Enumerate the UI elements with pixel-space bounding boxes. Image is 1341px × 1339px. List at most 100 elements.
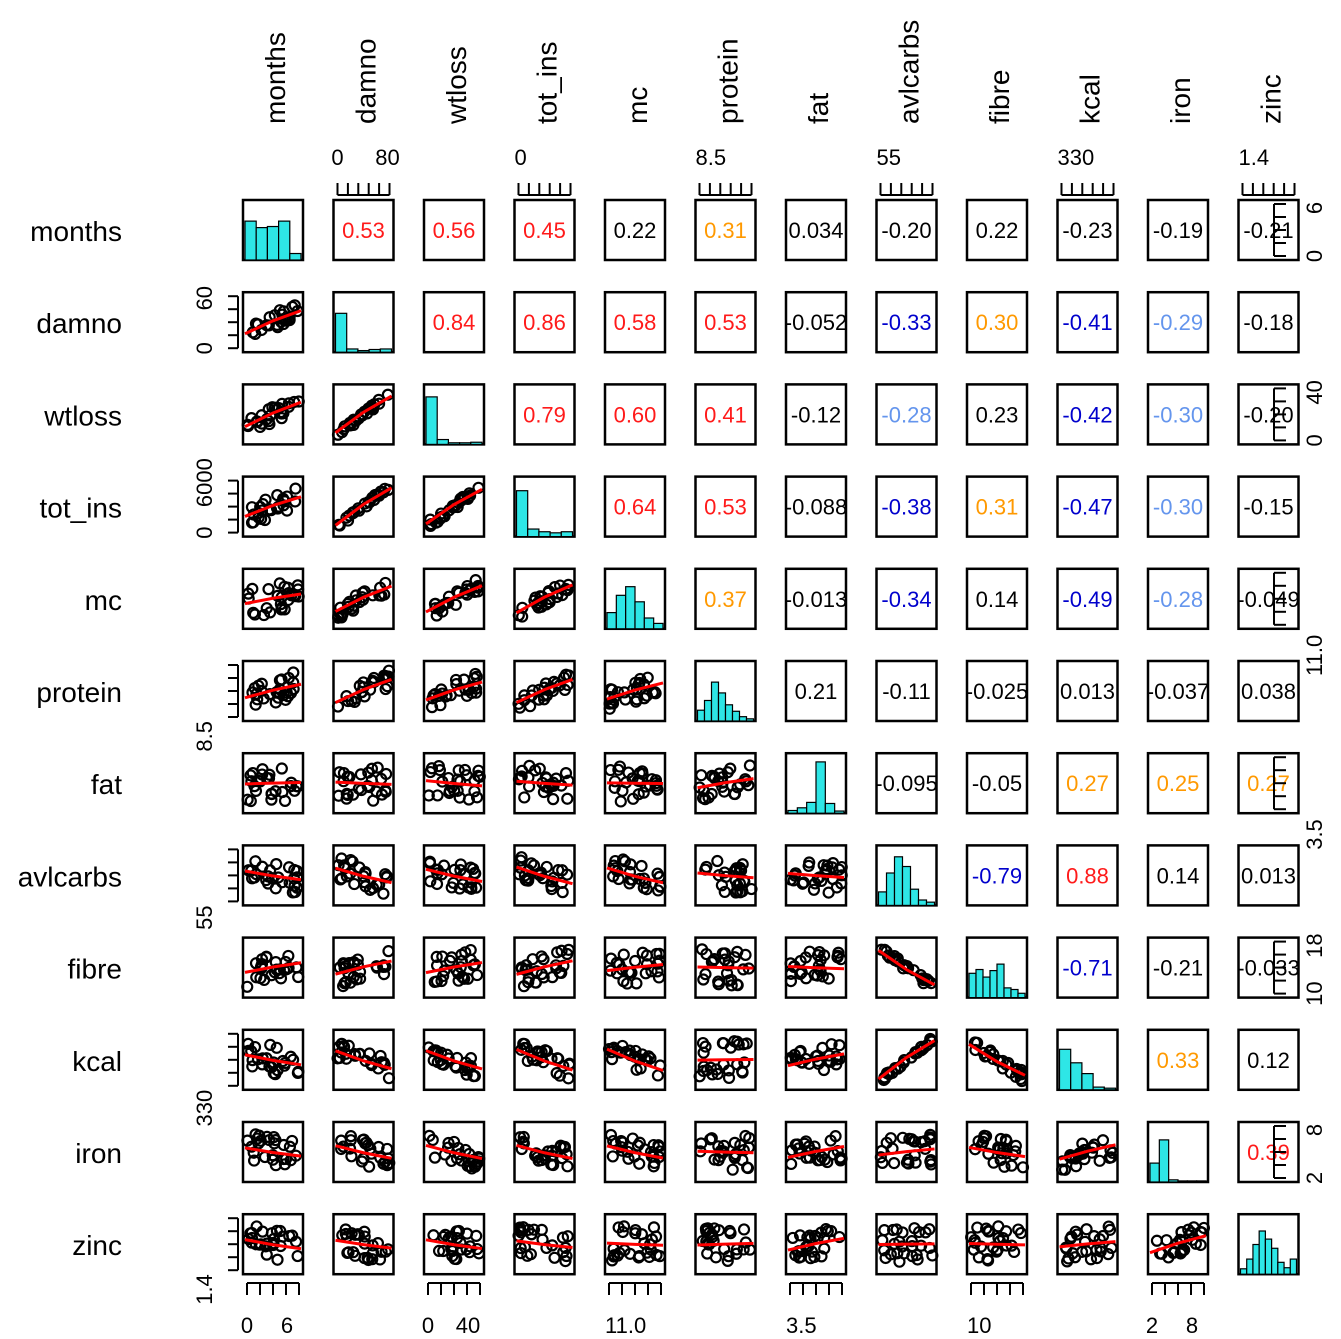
correlation-value: -0.20 [1243,402,1293,427]
scatter-point [876,1156,889,1169]
scatter-point [537,785,551,799]
panel-kcal-damno [331,1028,396,1092]
panel-frame [1237,290,1300,354]
histogram-bar [425,396,438,446]
scatter-point [911,1253,924,1266]
histogram-bar [615,594,627,630]
scatter-point [829,1130,842,1143]
panel-fibre-protein [694,936,757,999]
bottom-tick-label: 10 [967,1313,991,1338]
scatter-point [529,976,543,989]
smooth-line [425,1238,483,1251]
correlation-value: 0.27 [1066,771,1109,796]
scatter-point [428,1151,442,1164]
scatter-point [718,885,731,899]
panel-wtloss-fat: -0.12 [784,383,848,446]
scatter-point [733,877,746,890]
right-tick-label: 11.0 [1302,635,1327,676]
scatter-point [632,1251,645,1264]
scatter-point [242,587,255,600]
scatter-point [1066,1247,1079,1260]
histogram-bar [634,601,645,630]
scatter-point [347,604,360,617]
histogram-bar [824,802,836,814]
scatter-point [833,1230,846,1244]
correlation-value: -0.20 [881,218,931,243]
scatter-point [424,765,437,779]
axis-ticks [879,183,934,196]
top-tick-label: 55 [877,145,901,170]
scatter-point [345,1227,358,1240]
scatter-point [452,1224,465,1238]
panel-frame [694,198,757,262]
scatter-point [647,1160,660,1173]
scatter-point [270,858,283,871]
histogram-bar [1289,1258,1298,1275]
panel-zinc-mc [603,1212,667,1276]
scatter-point [915,1239,928,1252]
histogram-bar [745,718,755,722]
scatter-point [630,693,643,706]
panel-damno-avlcarbs: -0.33 [875,290,938,354]
histogram-bar [1003,987,1012,999]
correlation-value: 0.37 [704,587,747,612]
axis-ticks [608,1282,662,1295]
correlation-value: -0.025 [966,679,1028,704]
histogram-bar [1264,1238,1273,1275]
axis-ticks [1241,183,1296,196]
scatter-point [717,1037,730,1050]
smooth-line [335,780,392,786]
row-label-iron: iron [75,1138,122,1169]
histogram-bar [1058,1048,1072,1091]
panel-kcal-mc [602,1028,667,1092]
panel-frame [875,659,938,723]
scatter-point [1090,1251,1104,1265]
panel-mc-kcal: -0.49 [1056,567,1119,631]
axis-ticks [228,664,239,718]
scatter-point [247,606,260,619]
scatter-point [539,780,552,793]
panel-damno-damno [332,290,395,354]
panel-kcal-wtloss [422,1028,486,1092]
panel-protein-iron: -0.037 [1146,659,1210,723]
scatter-point [242,1037,255,1051]
scatter-point [545,880,558,893]
smooth-line [516,959,573,976]
scatter-point [472,764,485,777]
panel-mc-mc [603,567,667,631]
panel-tot_ins-tot_ins [513,475,576,538]
axis-ticks [336,183,391,196]
panel-wtloss-iron: -0.30 [1146,383,1210,446]
scatter-point [260,950,273,963]
panel-fat-damno [332,751,395,815]
smooth-line [244,1238,302,1251]
smooth-line [244,1146,302,1158]
smooth-line [606,866,664,885]
scatter-point [884,1248,897,1261]
scatter-point [803,1229,816,1242]
correlation-value: 0.22 [976,218,1019,243]
scatter-point [874,1151,887,1164]
correlation-value: -0.47 [1062,495,1112,520]
scatter-point [540,860,553,874]
scatter-point [514,1131,527,1144]
scatter-point [622,1152,635,1165]
panel-avlcarbs-fat [784,844,848,907]
scatter-point [332,789,345,802]
scatter-point [994,1154,1007,1167]
scatter-point [614,795,627,808]
panel-frame [1237,659,1300,723]
scatter-point [377,887,390,900]
column-header-tot_ins: tot_ins [532,42,563,125]
scatter-point [695,943,709,956]
panel-fat-iron: 0.25 [1146,751,1210,815]
scatter-point [424,875,437,888]
scatter-point [652,884,665,897]
panel-wtloss-avlcarbs: -0.28 [875,383,938,446]
scatter-point [559,767,573,780]
histogram-bar [717,692,727,722]
scatter-point [725,979,738,992]
scatter-point [640,689,653,702]
histogram-bar [1081,1072,1094,1091]
